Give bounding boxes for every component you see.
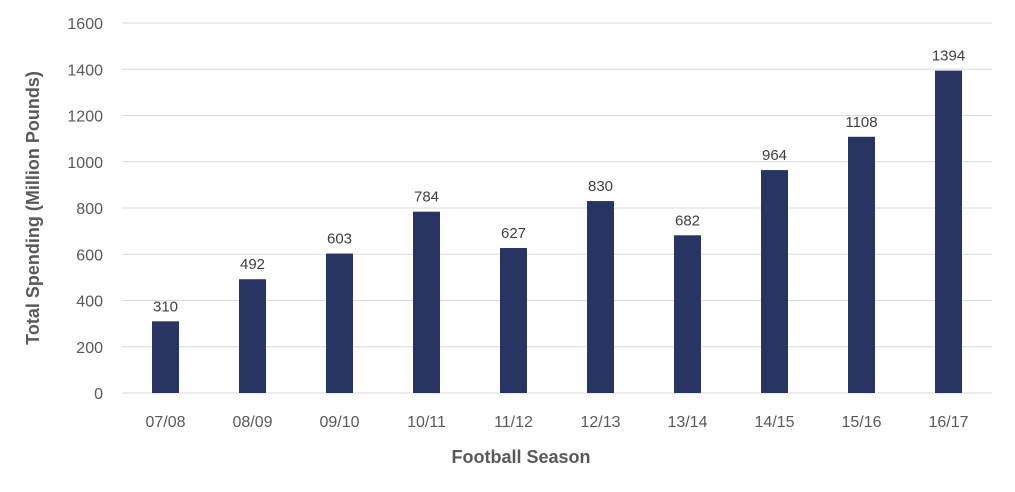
y-axis-title: Total Spending (Million Pounds) [23,71,43,345]
data-label: 964 [762,147,787,164]
x-tick-label: 08/09 [232,414,272,431]
gridlines [122,22,992,394]
x-tick-label: 16/17 [928,414,968,431]
data-label: 784 [414,189,439,206]
bar [326,253,353,393]
x-axis-title: Football Season [451,447,590,467]
bar [413,211,440,393]
y-tick-label: 1000 [67,155,103,172]
bar [761,170,788,393]
x-axis-ticks: 07/08 08/09 09/10 10/11 11/12 12/13 13/14 14/15… [145,414,968,431]
y-axis-ticks: 0 200 400 600 800 1000 1200 1400 1600 [67,16,103,403]
bar [500,248,527,393]
data-label: 492 [240,256,265,273]
bars [152,70,962,393]
y-tick-label: 0 [94,386,103,403]
y-tick-label: 1400 [67,62,103,79]
x-tick-label: 12/13 [580,414,620,431]
y-tick-label: 800 [76,201,103,218]
bar [587,201,614,393]
y-tick-label: 1600 [67,16,103,33]
bar [935,70,962,393]
data-label: 682 [675,212,700,229]
x-tick-label: 11/12 [494,414,533,431]
x-tick-label: 07/08 [145,414,185,431]
bar [239,279,266,393]
data-label: 1394 [932,48,965,65]
data-label: 830 [588,178,613,195]
x-tick-label: 10/11 [407,414,446,431]
bar [152,321,179,393]
y-tick-label: 1200 [67,109,103,126]
x-tick-label: 15/16 [841,414,881,431]
x-tick-label: 14/15 [754,414,794,431]
x-tick-label: 13/14 [667,414,707,431]
bar [674,235,701,393]
y-tick-label: 400 [76,294,103,311]
data-label: 627 [501,225,526,242]
data-labels: 310 492 603 784 627 830 682 964 1108 1394 [153,48,965,316]
data-label: 603 [327,231,352,248]
x-tick-label: 09/10 [319,414,359,431]
data-label: 310 [153,298,178,315]
y-tick-label: 600 [76,247,103,264]
y-tick-label: 200 [76,340,103,357]
bar [848,136,875,393]
data-label: 1108 [845,114,877,131]
